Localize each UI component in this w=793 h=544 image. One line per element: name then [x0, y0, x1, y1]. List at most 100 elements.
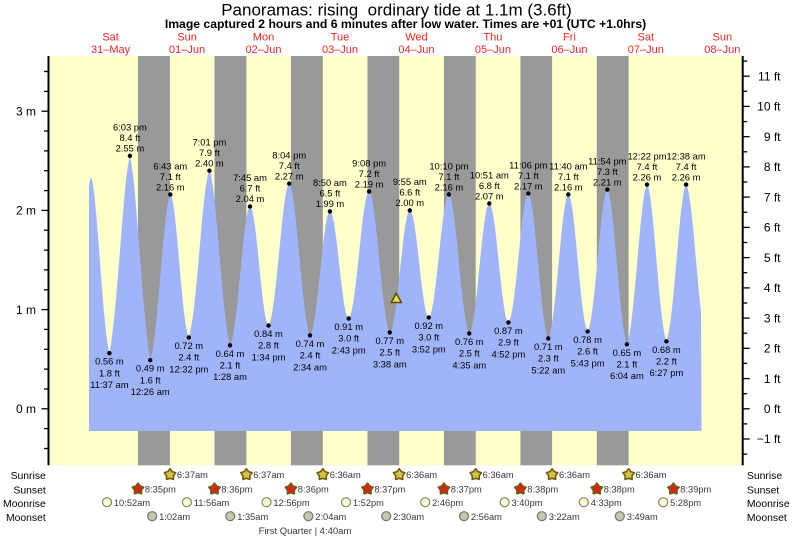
- svg-text:2.04 m: 2.04 m: [236, 193, 265, 204]
- svg-text:2:04am: 2:04am: [315, 512, 346, 522]
- svg-text:0.65 m: 0.65 m: [613, 347, 642, 358]
- svg-text:Image captured 2 hours and 6 m: Image captured 2 hours and 6 minutes aft…: [165, 17, 646, 31]
- svg-text:Moonrise: Moonrise: [747, 499, 790, 510]
- svg-text:8:35pm: 8:35pm: [145, 485, 176, 495]
- svg-text:5 ft: 5 ft: [764, 251, 781, 265]
- svg-text:2.55 m: 2.55 m: [116, 143, 145, 154]
- svg-text:2.9 ft: 2.9 ft: [498, 337, 519, 348]
- svg-text:8:38pm: 8:38pm: [527, 485, 558, 495]
- svg-text:11 ft: 11 ft: [758, 69, 781, 83]
- svg-text:Sat: Sat: [102, 31, 119, 43]
- svg-text:3:49am: 3:49am: [627, 512, 658, 522]
- svg-text:1:52pm: 1:52pm: [353, 498, 384, 508]
- svg-text:12:32 pm: 12:32 pm: [169, 363, 208, 374]
- svg-text:2.5 ft: 2.5 ft: [379, 347, 400, 358]
- svg-text:10:52am: 10:52am: [114, 498, 150, 508]
- svg-text:2:43 pm: 2:43 pm: [332, 344, 366, 355]
- svg-text:7.2 ft: 7.2 ft: [359, 168, 380, 179]
- svg-text:Sun: Sun: [713, 31, 733, 43]
- svg-text:2:34 am: 2:34 am: [293, 361, 327, 372]
- svg-text:First Quarter | 4:40am: First Quarter | 4:40am: [259, 526, 352, 537]
- svg-text:8:04 pm: 8:04 pm: [272, 149, 306, 160]
- svg-text:6:04 am: 6:04 am: [610, 370, 644, 381]
- svg-text:0.68 m: 0.68 m: [652, 344, 681, 355]
- svg-text:11:40 am: 11:40 am: [549, 160, 588, 171]
- svg-text:Sun: Sun: [177, 31, 197, 43]
- svg-text:3 m: 3 m: [16, 104, 36, 118]
- svg-text:7 ft: 7 ft: [764, 190, 781, 204]
- svg-text:3:52 pm: 3:52 pm: [412, 343, 446, 354]
- svg-text:Mon: Mon: [253, 31, 274, 43]
- svg-text:7.1 ft: 7.1 ft: [160, 171, 181, 182]
- svg-text:5:22 am: 5:22 am: [531, 364, 565, 375]
- svg-text:4:35 am: 4:35 am: [452, 359, 486, 370]
- svg-text:0.74 m: 0.74 m: [296, 338, 325, 349]
- svg-text:7.4 ft: 7.4 ft: [279, 160, 300, 171]
- svg-text:4:33pm: 4:33pm: [591, 498, 622, 508]
- svg-text:6:37am: 6:37am: [253, 470, 284, 480]
- svg-text:2.16 m: 2.16 m: [554, 181, 583, 192]
- svg-text:Sat: Sat: [638, 31, 655, 43]
- svg-text:12:56pm: 12:56pm: [273, 498, 309, 508]
- svg-text:2.6 ft: 2.6 ft: [577, 346, 598, 357]
- svg-text:31–May: 31–May: [91, 44, 131, 56]
- svg-text:10 ft: 10 ft: [757, 100, 781, 114]
- svg-text:3:22am: 3:22am: [549, 512, 580, 522]
- svg-text:0.87 m: 0.87 m: [494, 325, 523, 336]
- svg-text:3.0 ft: 3.0 ft: [418, 332, 439, 343]
- svg-text:7.1 ft: 7.1 ft: [518, 170, 539, 181]
- svg-text:11:56am: 11:56am: [194, 498, 230, 508]
- svg-text:6:36am: 6:36am: [330, 470, 361, 480]
- svg-text:11:54 pm: 11:54 pm: [588, 155, 627, 166]
- svg-text:9:55 am: 9:55 am: [393, 176, 427, 187]
- svg-text:0.71 m: 0.71 m: [534, 341, 563, 352]
- svg-text:07–Jun: 07–Jun: [628, 44, 664, 56]
- svg-text:0.76 m: 0.76 m: [455, 336, 484, 347]
- svg-text:02–Jun: 02–Jun: [245, 44, 281, 56]
- svg-text:8:36pm: 8:36pm: [221, 485, 252, 495]
- svg-text:2:56am: 2:56am: [471, 512, 502, 522]
- svg-text:Moonset: Moonset: [6, 513, 46, 524]
- svg-text:1:28 am: 1:28 am: [213, 371, 247, 382]
- svg-text:2.16 m: 2.16 m: [156, 181, 185, 192]
- svg-text:6:43 am: 6:43 am: [153, 160, 187, 171]
- svg-text:2.3 ft: 2.3 ft: [538, 353, 559, 364]
- svg-text:7.3 ft: 7.3 ft: [597, 166, 618, 177]
- svg-text:Sunrise: Sunrise: [11, 471, 46, 482]
- svg-text:Tue: Tue: [331, 31, 350, 43]
- svg-text:2.40 m: 2.40 m: [195, 158, 224, 169]
- svg-text:5:28pm: 5:28pm: [670, 498, 701, 508]
- svg-text:12:22 pm: 12:22 pm: [627, 150, 666, 161]
- svg-text:1:34 pm: 1:34 pm: [252, 351, 286, 362]
- svg-text:7.4 ft: 7.4 ft: [637, 161, 658, 172]
- svg-text:7.1 ft: 7.1 ft: [438, 171, 459, 182]
- svg-text:Moonset: Moonset: [747, 513, 787, 524]
- svg-text:05–Jun: 05–Jun: [475, 44, 511, 56]
- svg-text:Moonrise: Moonrise: [3, 499, 46, 510]
- svg-text:1:35am: 1:35am: [237, 512, 268, 522]
- svg-text:7.1 ft: 7.1 ft: [558, 171, 579, 182]
- svg-text:2.1 ft: 2.1 ft: [616, 359, 637, 370]
- svg-text:2.19 m: 2.19 m: [355, 178, 384, 189]
- svg-text:6.7 ft: 6.7 ft: [240, 183, 261, 194]
- svg-text:Thu: Thu: [483, 31, 502, 43]
- svg-text:0.77 m: 0.77 m: [375, 335, 404, 346]
- svg-text:−1 ft: −1 ft: [757, 432, 781, 446]
- svg-text:7:45 am: 7:45 am: [233, 172, 267, 183]
- svg-text:12:38 am: 12:38 am: [667, 150, 706, 161]
- svg-text:3.0 ft: 3.0 ft: [338, 333, 359, 344]
- svg-text:2.26 m: 2.26 m: [633, 171, 662, 182]
- svg-text:0.78 m: 0.78 m: [573, 334, 602, 345]
- svg-text:9:08 pm: 9:08 pm: [352, 157, 386, 168]
- svg-text:3:40pm: 3:40pm: [512, 498, 543, 508]
- svg-text:Sunset: Sunset: [13, 486, 45, 497]
- svg-text:8:36pm: 8:36pm: [298, 485, 329, 495]
- svg-text:6.8 ft: 6.8 ft: [479, 180, 500, 191]
- svg-text:0.72 m: 0.72 m: [174, 340, 203, 351]
- svg-text:2.1 ft: 2.1 ft: [220, 360, 241, 371]
- svg-text:7:01 pm: 7:01 pm: [192, 137, 226, 148]
- svg-text:2.17 m: 2.17 m: [514, 180, 543, 191]
- svg-text:1.99 m: 1.99 m: [316, 198, 345, 209]
- svg-text:2.2 ft: 2.2 ft: [656, 356, 677, 367]
- svg-text:Sunrise: Sunrise: [747, 471, 782, 482]
